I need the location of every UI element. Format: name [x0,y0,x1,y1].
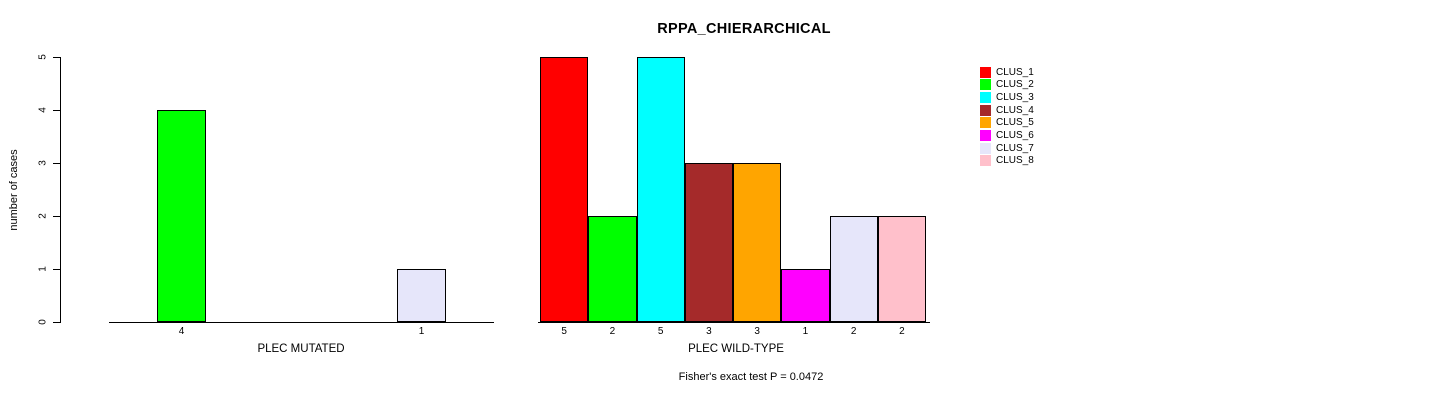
bar-value-label: 2 [899,326,905,337]
x-axis-title-mutated: PLEC MUTATED [257,343,345,355]
bar-value-label: 1 [418,326,425,337]
legend-swatch-CLUS_4 [980,104,991,116]
bar-value-label: 3 [706,326,712,337]
legend-swatch-CLUS_1 [980,66,991,78]
x-axis-line-mutated [109,322,494,323]
bar-value-label: 2 [850,326,857,337]
legend-swatch-CLUS_5 [980,117,991,129]
legend-swatch-CLUS_8 [980,155,991,167]
x-axis-line-wildtype [538,322,930,323]
bar-value-label: 3 [754,326,760,337]
fisher-test-note: Fisher's exact test P = 0.0472 [678,371,824,383]
legend-item: CLUS_4 [980,104,1034,116]
bar-CLUS_4 [684,163,733,322]
legend-item: CLUS_7 [980,142,1034,154]
legend-label: CLUS_2 [996,79,1034,91]
legend-label: CLUS_4 [996,104,1034,116]
legend-swatch-CLUS_6 [980,130,991,141]
bar-CLUS_2 [157,110,206,322]
bar-CLUS_2 [588,216,637,322]
bar-value-label: 5 [657,326,664,337]
bar-CLUS_5 [733,163,782,322]
legend-item: CLUS_6 [980,130,1034,142]
y-tick [53,321,60,323]
y-axis-line [60,57,61,323]
bar-CLUS_6 [781,269,830,322]
legend-label: CLUS_1 [996,66,1034,78]
legend-label: CLUS_8 [996,155,1034,167]
legend-swatch-CLUS_3 [980,91,991,103]
y-tick [53,56,60,58]
legend-item: CLUS_3 [980,91,1034,103]
y-tick [53,162,60,164]
legend-label: CLUS_5 [996,117,1034,129]
y-tick [53,109,60,111]
legend-item: CLUS_5 [980,117,1034,129]
bar-value-label: 4 [178,326,185,337]
x-axis-title-wildtype: PLEC WILD-TYPE [688,343,784,355]
y-tick [53,268,60,270]
bar-CLUS_1 [540,57,589,322]
bar-CLUS_7 [397,269,446,322]
legend-item: CLUS_1 [980,66,1034,78]
bar-CLUS_3 [636,57,685,322]
bar-value-label: 1 [802,326,809,337]
y-tick [53,215,60,217]
legend-item: CLUS_2 [980,79,1034,91]
legend-item: CLUS_8 [980,155,1034,167]
legend-label: CLUS_6 [996,130,1034,141]
legend-swatch-CLUS_7 [980,142,991,154]
bar-CLUS_8 [877,216,926,322]
legend-label: CLUS_3 [996,91,1034,103]
legend-label: CLUS_7 [996,142,1034,154]
legend-swatch-CLUS_2 [980,79,991,91]
bar-CLUS_7 [829,216,878,322]
chart-title: RPPA_CHIERARCHICAL [657,21,831,37]
bar-value-label: 2 [609,326,616,337]
bar-value-label: 5 [561,326,567,337]
